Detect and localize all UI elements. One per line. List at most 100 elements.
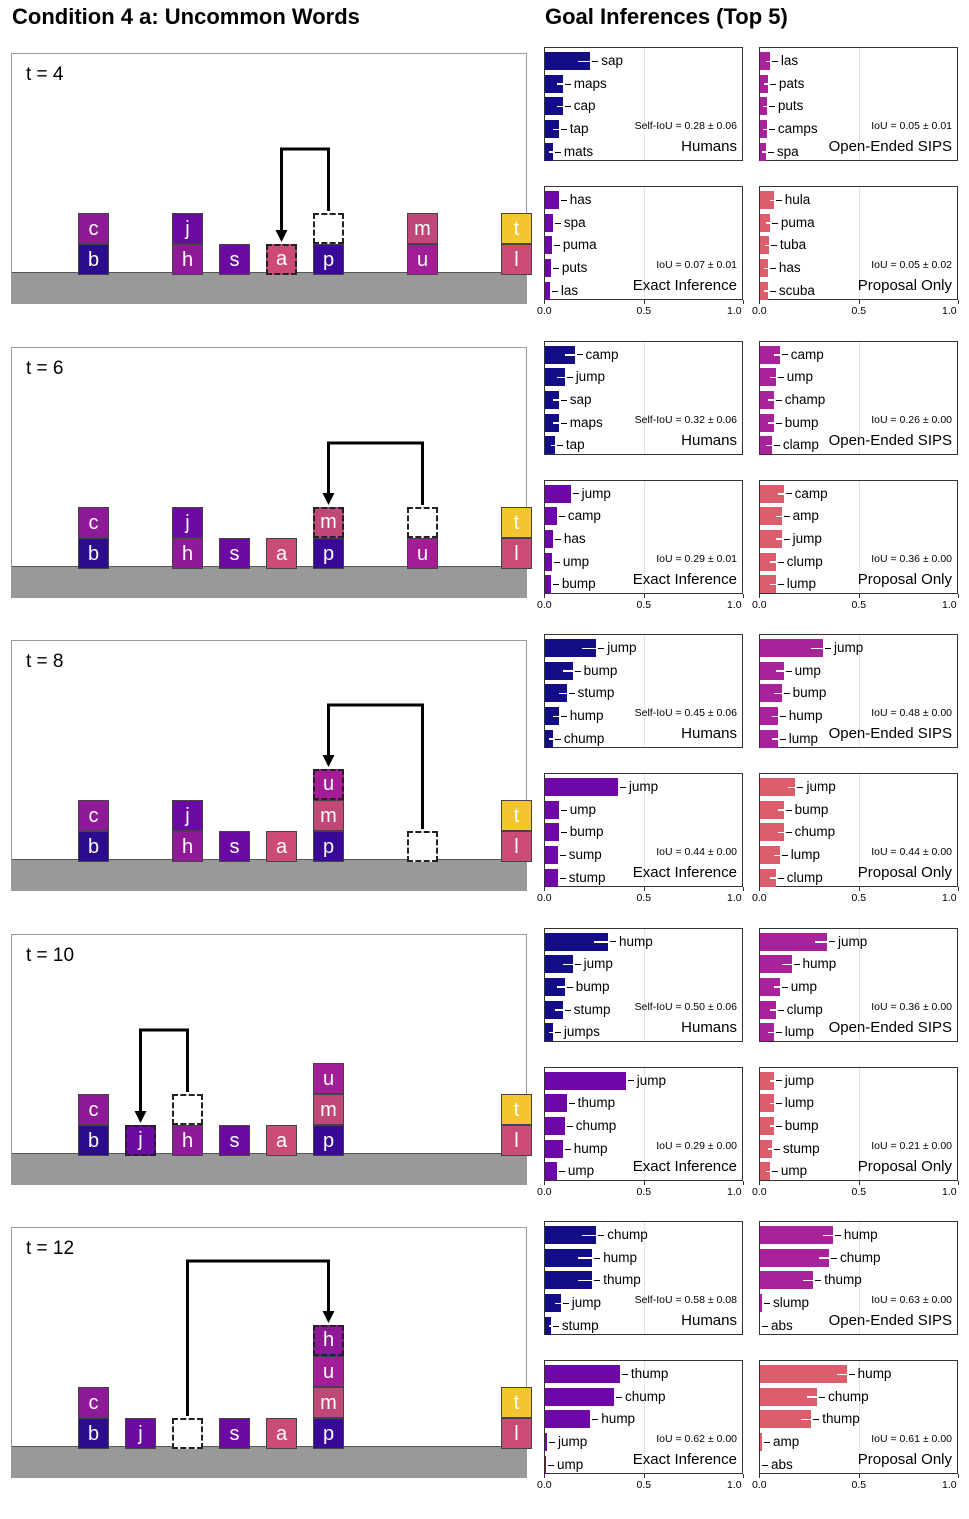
- bar-label: hump: [561, 708, 604, 724]
- letter-block-t: t: [501, 506, 532, 538]
- x-tick-mark: [643, 1180, 645, 1185]
- bar: [760, 390, 774, 409]
- error-bar: [554, 1302, 561, 1305]
- inference-panel-exact-inference: thump chump hump jump ump IoU = 0.62 ± 0.00 Ex…: [544, 1360, 743, 1474]
- panel-title: Humans: [681, 431, 737, 449]
- error-bar: [773, 692, 782, 695]
- bar-label: thump: [594, 1272, 641, 1288]
- bar-label: thump: [813, 1411, 860, 1427]
- letter-block-u: u: [313, 1062, 344, 1094]
- letter-block-t: t: [501, 1093, 532, 1125]
- bar: [760, 846, 780, 865]
- error-bar: [556, 376, 565, 379]
- error-bar: [803, 1279, 814, 1282]
- bar: [545, 345, 575, 364]
- letter-block-j: j: [125, 1124, 156, 1156]
- bar: [545, 97, 563, 116]
- inference-panel-proposal-only: jump lump bump stump ump IoU = 0.21 ± 0.00 Pro…: [759, 1066, 958, 1181]
- x-tick-label: 0.0: [537, 598, 552, 611]
- error-bar: [582, 1234, 597, 1236]
- ghost-block: [172, 1093, 203, 1125]
- bar: [760, 868, 776, 887]
- error-bar: [769, 376, 776, 379]
- error-bar: [767, 1031, 774, 1034]
- error-bar: [562, 670, 573, 672]
- x-tick-mark: [759, 1180, 760, 1185]
- scene-time-label: t = 4: [26, 64, 64, 85]
- error-bar: [552, 715, 559, 718]
- error-bar: [771, 715, 778, 718]
- bar-label: stump: [565, 1002, 611, 1018]
- x-tick-label: 0.0: [537, 1185, 552, 1198]
- error-bar: [764, 244, 769, 247]
- bar-label: hump: [794, 956, 837, 972]
- bar-label: ump: [772, 1163, 807, 1179]
- x-tick-label: 1.0: [727, 892, 742, 904]
- panel-title: Humans: [681, 138, 737, 155]
- iou-score: Self-IoU = 0.45 ± 0.06: [634, 707, 737, 719]
- bar: [760, 484, 784, 503]
- bar-label: jump: [797, 779, 835, 795]
- x-tick-label: 0.0: [752, 1479, 767, 1491]
- iou-score: IoU = 0.44 ± 0.00: [871, 846, 952, 858]
- letter-block-s: s: [219, 244, 250, 275]
- bar: [545, 1248, 593, 1267]
- bar-label: puts: [553, 260, 588, 276]
- move-arrow-path: [186, 1259, 330, 1416]
- bar-label: bump: [776, 415, 819, 431]
- bar: [760, 1139, 772, 1158]
- bar: [545, 846, 558, 865]
- iou-score: IoU = 0.48 ± 0.00: [871, 707, 952, 719]
- bar: [760, 236, 769, 255]
- bar-label: maps: [561, 415, 603, 431]
- error-bar: [582, 647, 597, 649]
- inference-panel-humans: jump bump stump hump chump Self-IoU = 0.45 ± …: [544, 634, 743, 748]
- x-tick-mark: [544, 300, 545, 304]
- inference-panel-proposal-only: jump bump chump lump clump IoU = 0.44 ± 0.00 P…: [759, 773, 958, 887]
- bar-label: puma: [554, 237, 597, 253]
- bar: [545, 120, 559, 139]
- error-bar: [767, 399, 774, 401]
- x-tick-label: 1.0: [727, 598, 742, 611]
- bar-label: bump: [561, 824, 604, 840]
- bar: [545, 1316, 551, 1335]
- scene-time-label: t = 6: [26, 357, 64, 379]
- bar: [760, 955, 792, 974]
- error-bar: [815, 941, 827, 943]
- x-tick-mark: [958, 887, 959, 891]
- error-bar: [594, 941, 609, 943]
- error-bar: [765, 60, 770, 62]
- bar: [545, 52, 591, 70]
- letter-block-u: u: [313, 1356, 344, 1387]
- scene-time-label: t = 12: [26, 1238, 75, 1259]
- error-bar: [765, 1170, 770, 1173]
- panel-title: Open-Ended SIPS: [828, 431, 952, 449]
- x-tick-label: 1.0: [727, 1185, 742, 1198]
- bar-label: hump: [565, 1141, 608, 1157]
- bar-label: jump: [598, 640, 636, 656]
- panel-title: Humans: [681, 725, 737, 742]
- error-bar: [765, 444, 772, 447]
- bar-label: camp: [786, 486, 828, 502]
- letter-block-s: s: [219, 1418, 250, 1449]
- bar-label: sap: [592, 53, 623, 69]
- error-bar: [767, 422, 774, 424]
- error-bar: [767, 1148, 772, 1150]
- bar-label: clump: [778, 1002, 823, 1018]
- bar-label: tap: [561, 121, 589, 137]
- letter-block-a: a: [266, 537, 297, 569]
- letter-block-b: b: [78, 831, 109, 862]
- iou-score: IoU = 0.36 ± 0.00: [871, 552, 952, 565]
- x-tick-mark: [858, 1180, 860, 1185]
- bar-label: clamp: [774, 437, 819, 453]
- inference-panel-open-ended-sips: jump hump ump clump lump IoU = 0.36 ± 0.00 Ope…: [759, 927, 958, 1042]
- letter-block-j: j: [172, 213, 203, 244]
- bar: [760, 1000, 776, 1019]
- x-tick-mark: [759, 593, 760, 598]
- iou-score: IoU = 0.62 ± 0.00: [656, 1433, 737, 1445]
- inference-panel-open-ended-sips: las pats puts camps spa IoU = 0.05 ± 0.01 Open…: [759, 47, 958, 161]
- gridline-half: [858, 48, 860, 160]
- ghost-block: [313, 213, 344, 244]
- bar: [545, 778, 618, 796]
